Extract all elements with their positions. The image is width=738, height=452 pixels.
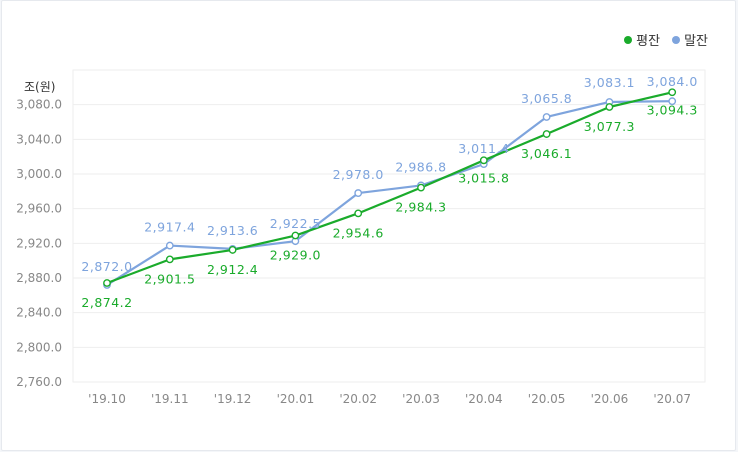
- x-tick-label: '20.03: [402, 392, 440, 406]
- data-label-avg: 2,929.0: [270, 248, 321, 263]
- data-label-end: 2,922.5: [270, 216, 321, 231]
- x-tick-label: '19.12: [214, 392, 252, 406]
- y-tick-label: 2,920.0: [16, 236, 62, 250]
- data-point-avg: [417, 183, 425, 192]
- y-tick-label: 3,080.0: [16, 98, 62, 112]
- data-point-avg: [605, 103, 614, 111]
- data-label-avg: 3,077.3: [584, 119, 635, 134]
- data-label-end: 2,872.0: [81, 259, 132, 274]
- y-tick-label: 2,800.0: [16, 340, 62, 354]
- series-line-end: [106, 100, 673, 286]
- y-tick-label: 3,040.0: [16, 132, 62, 146]
- data-point-avg: [354, 209, 363, 218]
- data-label-avg: 2,874.2: [81, 295, 132, 310]
- x-tick-label: '19.10: [88, 392, 126, 406]
- y-tick-label: 2,960.0: [16, 202, 62, 216]
- y-tick-label: 2,840.0: [16, 306, 62, 320]
- data-label-end: 3,011.4: [458, 141, 509, 156]
- data-label-end: 2,986.8: [395, 159, 446, 174]
- x-tick-label: '20.06: [591, 392, 629, 406]
- data-label-avg: 2,954.6: [333, 225, 384, 240]
- legend-item-avg[interactable]: 평잔: [624, 30, 660, 49]
- y-tick-label: 3,000.0: [16, 167, 62, 181]
- y-tick-label: 2,880.0: [16, 271, 62, 285]
- data-label-avg: 3,015.8: [458, 170, 509, 185]
- x-tick-label: '20.07: [653, 392, 691, 406]
- data-point-avg: [228, 246, 237, 254]
- legend-end-label: 말잔: [684, 34, 708, 49]
- x-tick-label: '20.04: [465, 392, 503, 406]
- y-tick-label: 2,760.0: [16, 375, 62, 389]
- legend-end-dot: [672, 35, 681, 44]
- data-point-avg: [165, 255, 174, 264]
- legend-avg-label: 평잔: [636, 34, 661, 49]
- data-label-end: 3,084.0: [647, 74, 698, 89]
- data-label-avg: 2,912.4: [207, 262, 258, 277]
- legend-item-end[interactable]: 말잔: [672, 30, 708, 49]
- y-axis-unit: 조(원): [24, 80, 56, 94]
- x-tick-label: '19.11: [151, 392, 189, 406]
- data-label-avg: 2,984.3: [395, 200, 446, 215]
- x-tick-label: '20.01: [277, 392, 315, 406]
- data-point-avg: [668, 88, 677, 97]
- data-label-end: 3,083.1: [584, 75, 635, 90]
- data-point-avg: [542, 130, 551, 138]
- data-point-end: [354, 189, 363, 197]
- legend: 평잔 말잔: [624, 30, 708, 49]
- data-label-avg: 2,901.5: [144, 271, 195, 286]
- series-line-avg: [106, 91, 673, 285]
- data-label-avg: 3,094.3: [647, 102, 698, 117]
- x-tick-label: '20.05: [528, 392, 566, 406]
- data-point-end: [542, 113, 551, 121]
- data-point-end: [165, 241, 174, 250]
- data-label-end: 3,065.8: [521, 91, 572, 106]
- data-point-avg: [291, 231, 300, 240]
- legend-avg-dot: [624, 35, 633, 44]
- data-point-avg: [479, 156, 488, 165]
- data-point-avg: [103, 279, 111, 287]
- data-label-avg: 3,046.1: [521, 146, 572, 161]
- data-label-end: 2,917.4: [144, 220, 195, 235]
- data-point-end: [668, 97, 677, 106]
- x-tick-label: '20.02: [339, 392, 377, 406]
- data-label-end: 2,978.0: [333, 167, 384, 182]
- data-label-end: 2,913.6: [207, 223, 258, 238]
